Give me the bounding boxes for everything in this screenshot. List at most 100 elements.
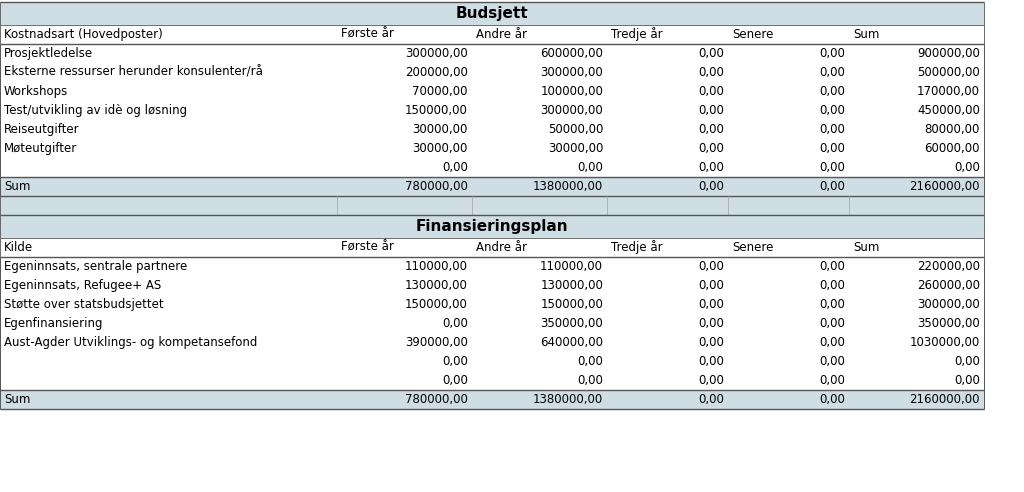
Text: Finansieringsplan: Finansieringsplan (416, 219, 568, 234)
Text: 0,00: 0,00 (698, 374, 724, 387)
Bar (0, 158, 984, 177)
Text: 150000,00: 150000,00 (406, 298, 468, 311)
Text: Budsjett: Budsjett (456, 6, 528, 21)
Text: 1380000,00: 1380000,00 (532, 180, 603, 193)
Text: 2160000,00: 2160000,00 (909, 393, 980, 406)
Text: 350000,00: 350000,00 (918, 317, 980, 330)
Text: Aust-Agder Utviklings- og kompetansefond: Aust-Agder Utviklings- og kompetansefond (4, 336, 257, 349)
Text: 80000,00: 80000,00 (925, 123, 980, 136)
Bar (0, 257, 984, 276)
Bar (0, 215, 984, 238)
Bar (0, 139, 984, 158)
Text: 0,00: 0,00 (819, 374, 845, 387)
Text: Egenfinansiering: Egenfinansiering (4, 317, 103, 330)
Bar (0, 25, 984, 44)
Text: 110000,00: 110000,00 (540, 260, 603, 273)
Text: 50000,00: 50000,00 (548, 123, 603, 136)
Text: 0,00: 0,00 (819, 142, 845, 155)
Text: 170000,00: 170000,00 (916, 85, 980, 98)
Text: 0,00: 0,00 (698, 104, 724, 117)
Text: 0,00: 0,00 (698, 298, 724, 311)
Text: 500000,00: 500000,00 (918, 66, 980, 79)
Text: 0,00: 0,00 (698, 47, 724, 60)
Text: 0,00: 0,00 (954, 374, 980, 387)
Text: Sum: Sum (853, 28, 880, 41)
Text: 60000,00: 60000,00 (925, 142, 980, 155)
Text: 0,00: 0,00 (698, 85, 724, 98)
Text: Test/utvikling av idè og løsning: Test/utvikling av idè og løsning (4, 104, 187, 117)
Bar (0, 44, 984, 63)
Text: 0,00: 0,00 (698, 123, 724, 136)
Text: 0,00: 0,00 (819, 161, 845, 174)
Text: 0,00: 0,00 (698, 355, 724, 368)
Text: Første år: Første år (341, 241, 394, 254)
Bar (0, 352, 984, 371)
Text: 300000,00: 300000,00 (541, 66, 603, 79)
Text: 0,00: 0,00 (442, 374, 468, 387)
Bar (0, 196, 984, 215)
Bar (0, 390, 984, 409)
Text: 0,00: 0,00 (698, 279, 724, 292)
Text: 130000,00: 130000,00 (406, 279, 468, 292)
Text: Egeninnsats, Refugee+ AS: Egeninnsats, Refugee+ AS (4, 279, 162, 292)
Text: Workshops: Workshops (4, 85, 69, 98)
Text: Andre år: Andre år (476, 28, 527, 41)
Text: 640000,00: 640000,00 (540, 336, 603, 349)
Bar (0, 333, 984, 352)
Text: 300000,00: 300000,00 (406, 47, 468, 60)
Text: 900000,00: 900000,00 (918, 47, 980, 60)
Text: 0,00: 0,00 (698, 180, 724, 193)
Bar (0, 101, 984, 120)
Text: Reiseutgifter: Reiseutgifter (4, 123, 80, 136)
Bar (0, 82, 984, 101)
Text: 0,00: 0,00 (954, 161, 980, 174)
Text: Senere: Senere (732, 28, 773, 41)
Text: 0,00: 0,00 (698, 66, 724, 79)
Text: 0,00: 0,00 (698, 317, 724, 330)
Text: 0,00: 0,00 (819, 123, 845, 136)
Text: 0,00: 0,00 (698, 393, 724, 406)
Text: 130000,00: 130000,00 (541, 279, 603, 292)
Text: 0,00: 0,00 (819, 66, 845, 79)
Text: 0,00: 0,00 (698, 336, 724, 349)
Text: 0,00: 0,00 (698, 260, 724, 273)
Text: Senere: Senere (732, 241, 773, 254)
Text: Kostnadsart (Hovedposter): Kostnadsart (Hovedposter) (4, 28, 163, 41)
Text: Kilde: Kilde (4, 241, 33, 254)
Text: 0,00: 0,00 (819, 355, 845, 368)
Text: 30000,00: 30000,00 (413, 123, 468, 136)
Bar (0, 295, 984, 314)
Text: Møteutgifter: Møteutgifter (4, 142, 78, 155)
Bar (0, 120, 984, 139)
Text: 780000,00: 780000,00 (406, 393, 468, 406)
Text: Tredje år: Tredje år (611, 241, 663, 254)
Text: 450000,00: 450000,00 (918, 104, 980, 117)
Text: 30000,00: 30000,00 (413, 142, 468, 155)
Text: 0,00: 0,00 (578, 374, 603, 387)
Text: 0,00: 0,00 (954, 355, 980, 368)
Text: Sum: Sum (853, 241, 880, 254)
Text: 30000,00: 30000,00 (548, 142, 603, 155)
Text: 1380000,00: 1380000,00 (532, 393, 603, 406)
Bar (0, 177, 984, 196)
Text: 780000,00: 780000,00 (406, 180, 468, 193)
Text: Støtte over statsbudsjettet: Støtte over statsbudsjettet (4, 298, 164, 311)
Text: 2160000,00: 2160000,00 (909, 180, 980, 193)
Text: 110000,00: 110000,00 (404, 260, 468, 273)
Text: 300000,00: 300000,00 (541, 104, 603, 117)
Text: Første år: Første år (341, 28, 394, 41)
Text: 100000,00: 100000,00 (541, 85, 603, 98)
Text: 0,00: 0,00 (819, 85, 845, 98)
Text: 0,00: 0,00 (819, 104, 845, 117)
Text: 0,00: 0,00 (819, 260, 845, 273)
Text: 70000,00: 70000,00 (413, 85, 468, 98)
Text: 350000,00: 350000,00 (541, 317, 603, 330)
Text: Andre år: Andre år (476, 241, 527, 254)
Text: 0,00: 0,00 (442, 161, 468, 174)
Text: Egeninnsats, sentrale partnere: Egeninnsats, sentrale partnere (4, 260, 187, 273)
Text: 150000,00: 150000,00 (541, 298, 603, 311)
Text: 0,00: 0,00 (578, 161, 603, 174)
Text: 0,00: 0,00 (442, 317, 468, 330)
Text: 0,00: 0,00 (698, 142, 724, 155)
Text: 0,00: 0,00 (819, 298, 845, 311)
